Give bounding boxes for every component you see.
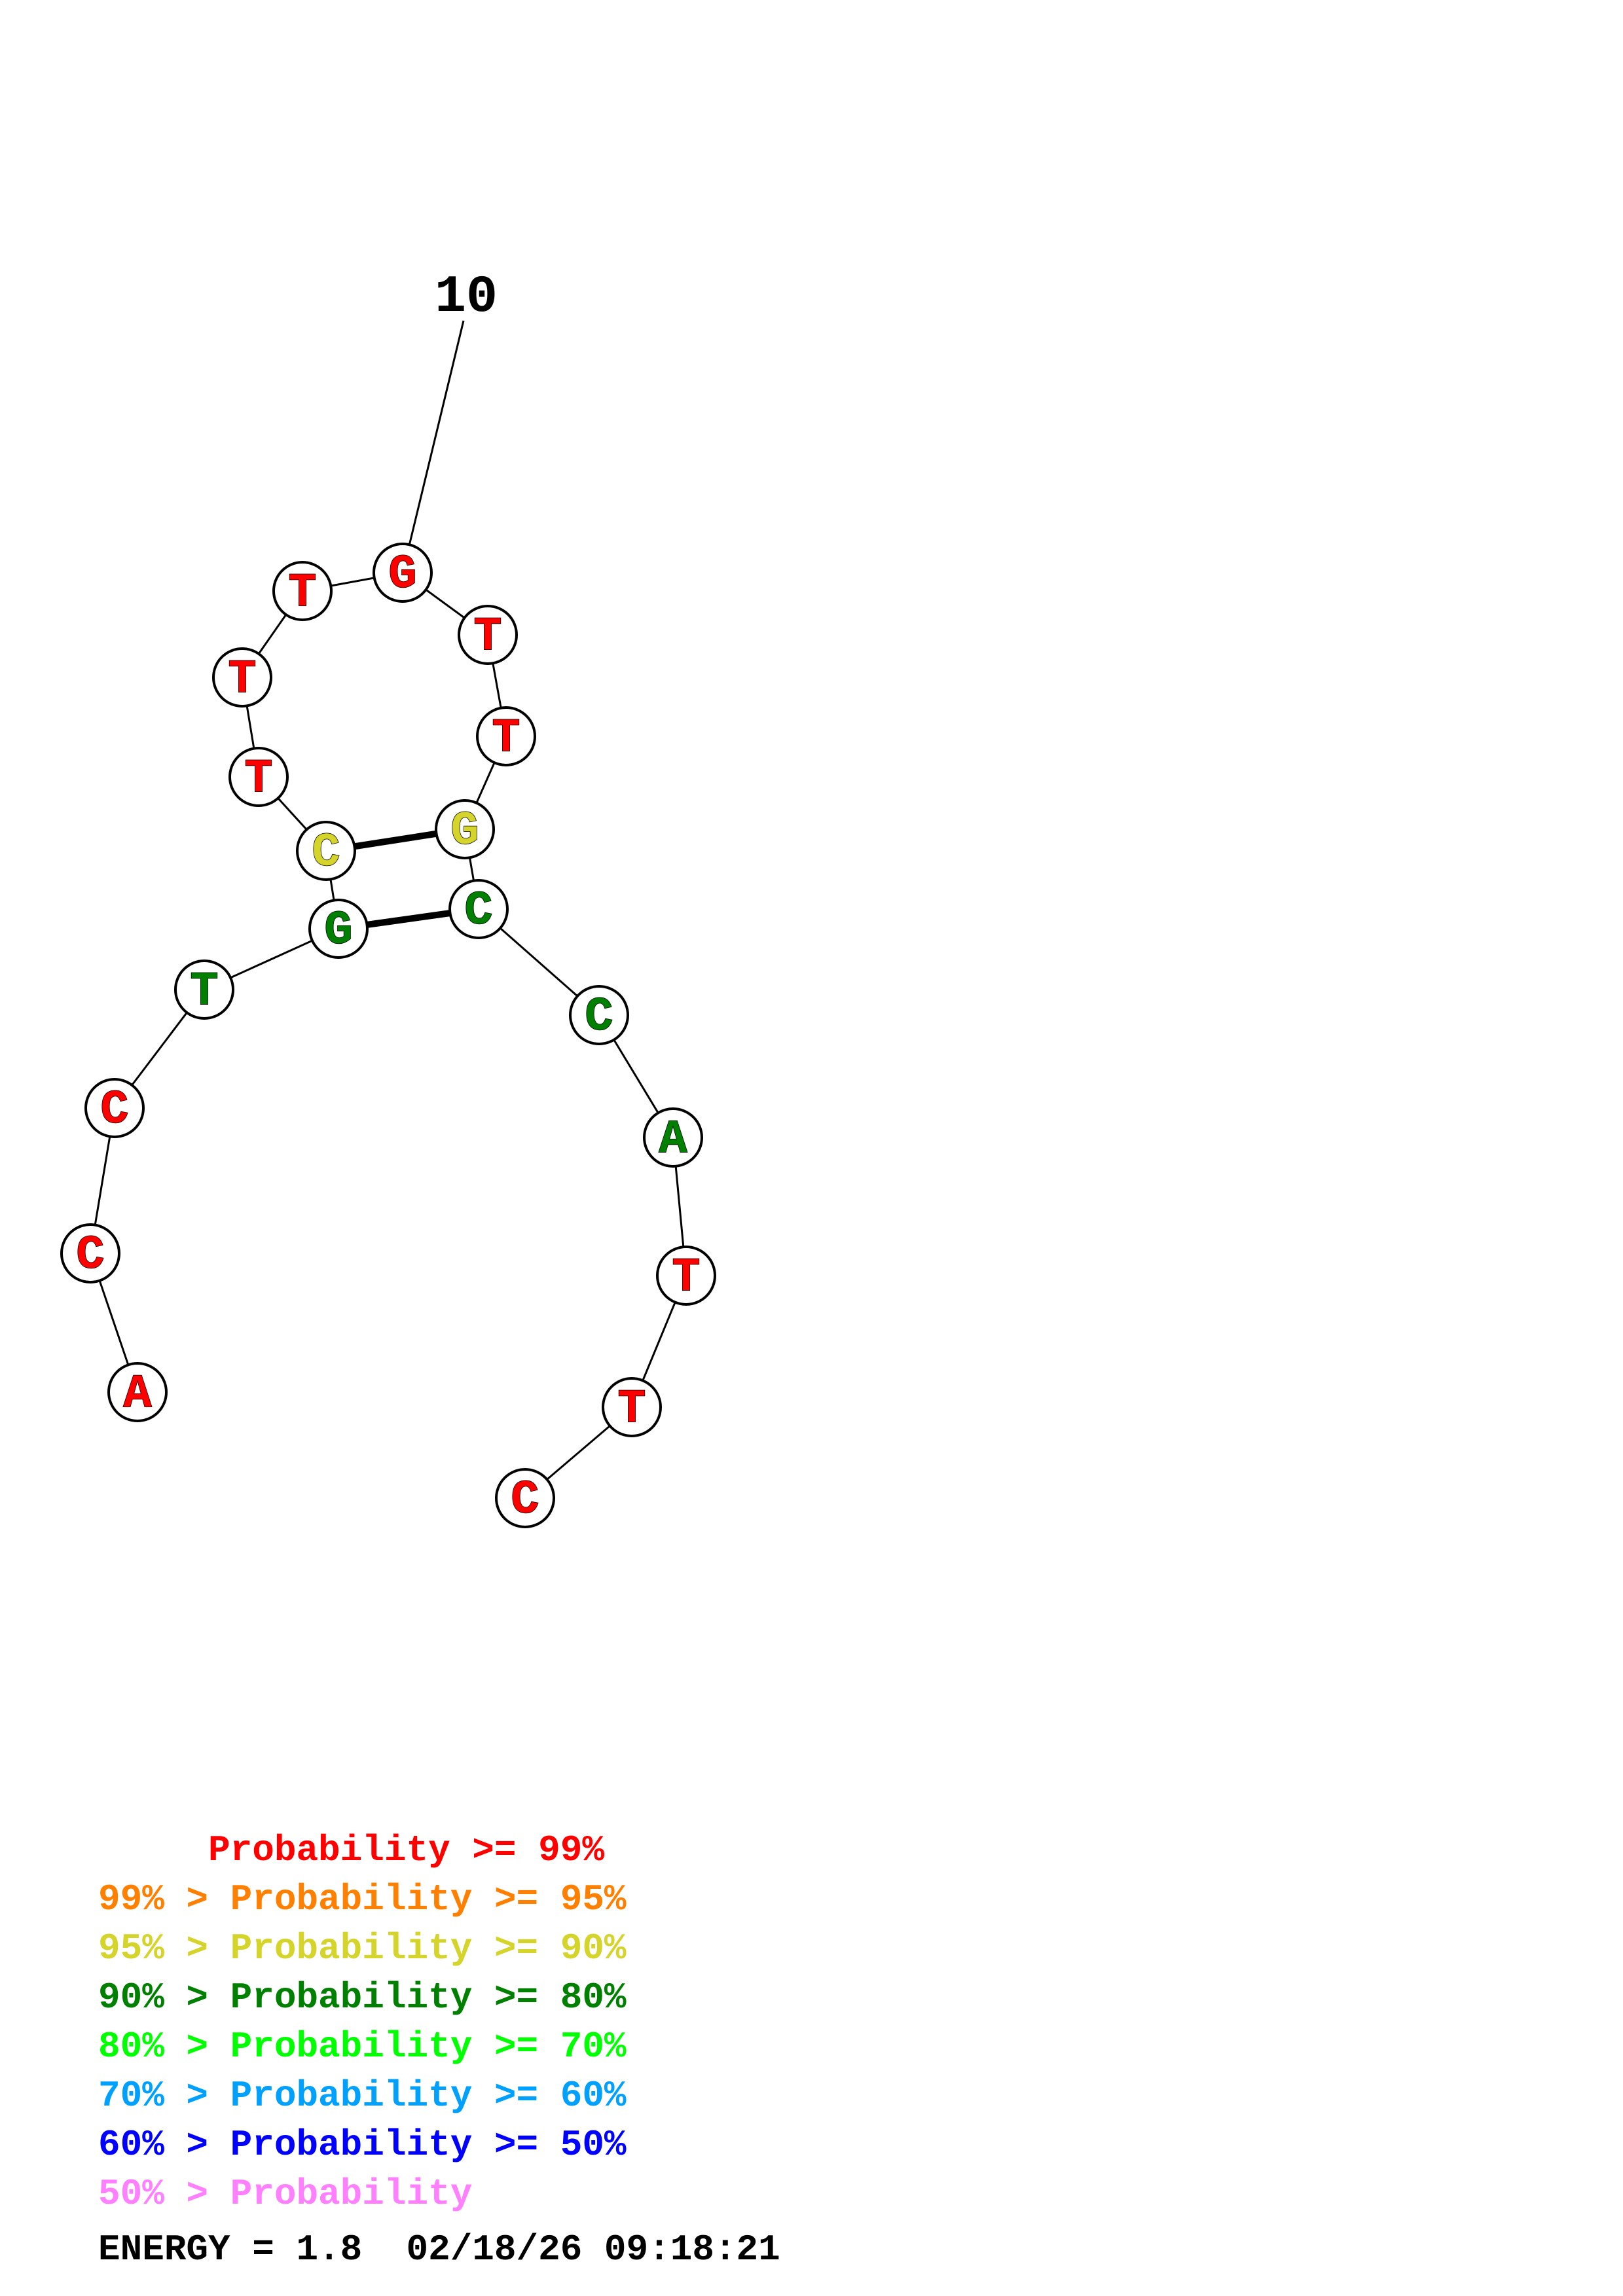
legend-line: 60% > Probability >= 50% — [98, 2124, 627, 2166]
nucleotide: G — [435, 799, 495, 859]
nucleotide-circle — [569, 985, 629, 1045]
nucleotide: T — [212, 647, 272, 708]
nucleotide-letter: C — [312, 826, 340, 880]
nucleotide-letter: G — [388, 548, 416, 601]
nucleotide: C — [60, 1223, 120, 1283]
nucleotide: T — [602, 1377, 662, 1437]
nucleotide-letter: G — [324, 904, 352, 958]
legend-line: 80% > Probability >= 70% — [98, 2026, 627, 2068]
nucleotide-letter: T — [244, 752, 272, 806]
position-tick — [401, 320, 465, 573]
nucleotide: G — [308, 899, 369, 959]
nucleotide-circle — [174, 960, 234, 1020]
nucleotide-circle — [308, 899, 369, 959]
nucleotide-circle — [602, 1377, 662, 1437]
nucleotide: T — [174, 960, 234, 1020]
nucleotide-circle — [435, 799, 495, 859]
nucleotide-circle — [495, 1468, 555, 1528]
nucleotide: C — [84, 1078, 145, 1138]
nucleotide-circle — [296, 821, 356, 881]
nucleotide: A — [643, 1107, 703, 1168]
nucleotide: T — [656, 1246, 716, 1306]
legend-line: 70% > Probability >= 60% — [98, 2075, 627, 2117]
nucleotide: T — [228, 747, 289, 807]
energy-timestamp: ENERGY = 1.8 02/18/26 09:18:21 — [98, 2229, 780, 2270]
nucleotide: T — [458, 605, 518, 665]
legend-line: 50% > Probability — [98, 2173, 473, 2215]
nucleotide-letter: C — [76, 1229, 104, 1282]
nucleotide: A — [107, 1362, 168, 1422]
nucleotide-letter: G — [450, 804, 479, 858]
nucleotide-letter: A — [123, 1367, 152, 1421]
nucleotide: C — [448, 879, 509, 939]
nucleotide-circle — [60, 1223, 120, 1283]
nucleotide-letter: T — [190, 965, 218, 1018]
nucleotide-letter: T — [492, 711, 520, 765]
nucleotide-circle — [84, 1078, 145, 1138]
legend-line: 95% > Probability >= 90% — [98, 1928, 627, 1969]
nucleotide: T — [476, 706, 536, 766]
nucleotide: C — [296, 821, 356, 881]
nucleotide-circle — [448, 879, 509, 939]
nucleotide-circle — [656, 1246, 716, 1306]
nucleotide-letter: T — [228, 653, 256, 706]
nucleotide-circle — [107, 1362, 168, 1422]
nucleotide: C — [495, 1468, 555, 1528]
nucleotide-letter: T — [288, 566, 316, 620]
nucleotide-circle — [373, 543, 433, 603]
nucleotide-letter: C — [100, 1083, 128, 1137]
legend-line: Probability >= 99% — [98, 1829, 604, 1871]
nucleotide: T — [272, 561, 333, 621]
nucleotide: G — [373, 543, 433, 603]
nucleotide-circle — [458, 605, 518, 665]
nucleotide-letter: T — [672, 1251, 700, 1304]
nucleotide-circle — [643, 1107, 703, 1168]
nucleotide-circle — [476, 706, 536, 766]
nucleotide-letter: T — [473, 610, 501, 664]
nucleotide-circle — [212, 647, 272, 708]
legend-line: 99% > Probability >= 95% — [98, 1878, 627, 1920]
nucleotide-letter: T — [617, 1382, 646, 1436]
position-label: 10 — [435, 268, 498, 327]
nucleotide-letter: A — [659, 1113, 687, 1166]
nucleotide: C — [569, 985, 629, 1045]
legend-line: 90% > Probability >= 80% — [98, 1977, 627, 2018]
nucleotide-letter: C — [585, 990, 613, 1044]
nucleotide-circle — [228, 747, 289, 807]
nucleotide-letter: C — [511, 1473, 539, 1527]
nucleotide-letter: C — [464, 884, 492, 938]
position-tick-layer: 10 — [401, 268, 498, 573]
nucleotide-circle — [272, 561, 333, 621]
